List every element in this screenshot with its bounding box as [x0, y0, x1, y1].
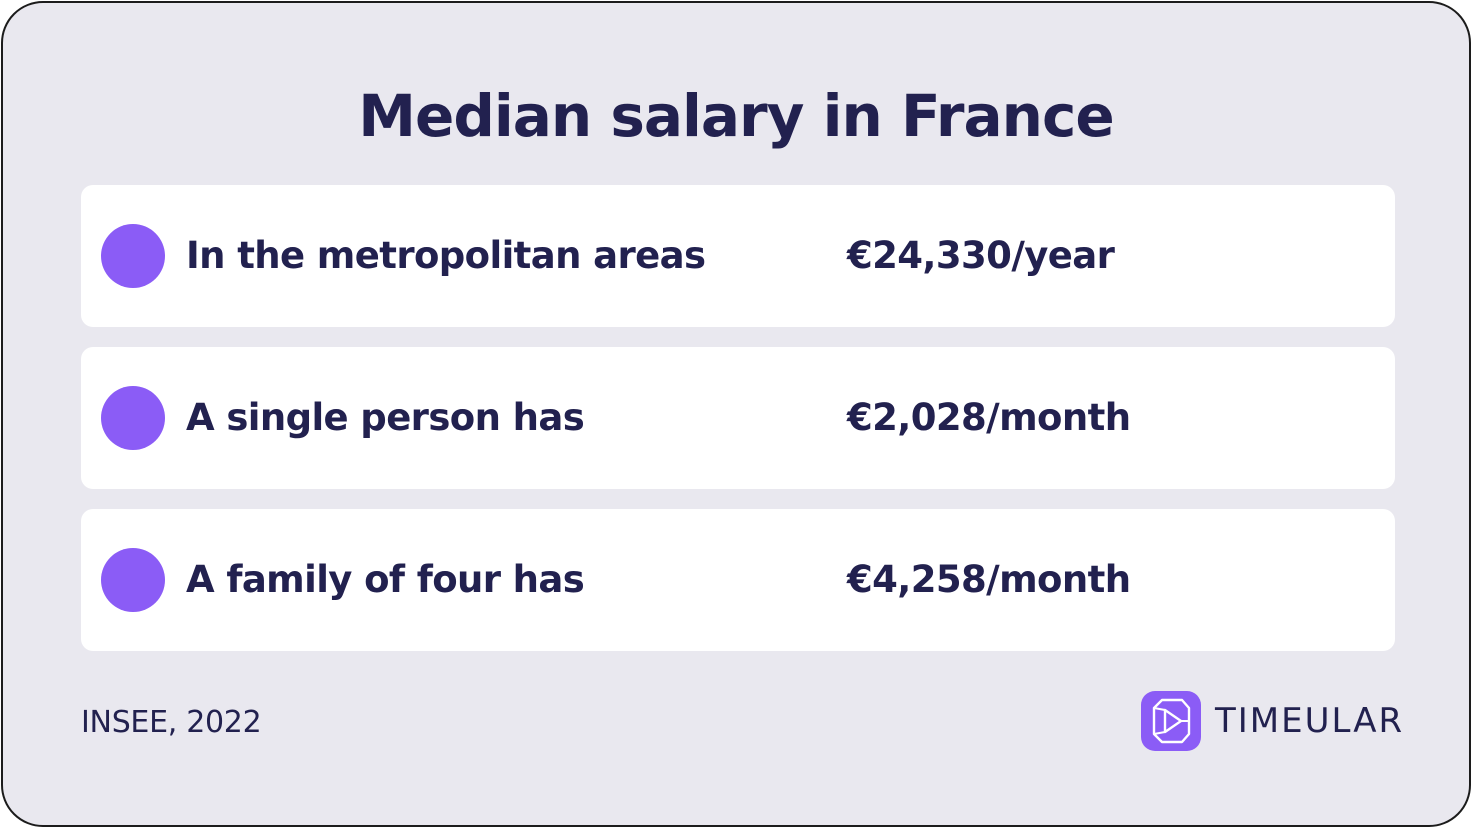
list-item: A single person has €2,028/month: [81, 347, 1395, 489]
bullet-dot-icon: [101, 548, 165, 612]
row-label: A family of four has: [186, 558, 585, 601]
row-value: €4,258/month: [847, 558, 1131, 601]
source-caption: INSEE, 2022: [81, 705, 262, 740]
brand-logo: TIMEULAR: [1141, 691, 1405, 751]
row-value: €2,028/month: [847, 396, 1131, 439]
bullet-dot-icon: [101, 224, 165, 288]
row-value: €24,330/year: [847, 234, 1115, 277]
list-item: In the metropolitan areas €24,330/year: [81, 185, 1395, 327]
page-title: Median salary in France: [358, 82, 1114, 150]
row-label: A single person has: [186, 396, 585, 439]
timeular-logo-icon: [1141, 691, 1201, 751]
brand-name: TIMEULAR: [1215, 701, 1405, 741]
list-item: A family of four has €4,258/month: [81, 509, 1395, 651]
row-label: In the metropolitan areas: [186, 234, 706, 277]
bullet-dot-icon: [101, 386, 165, 450]
